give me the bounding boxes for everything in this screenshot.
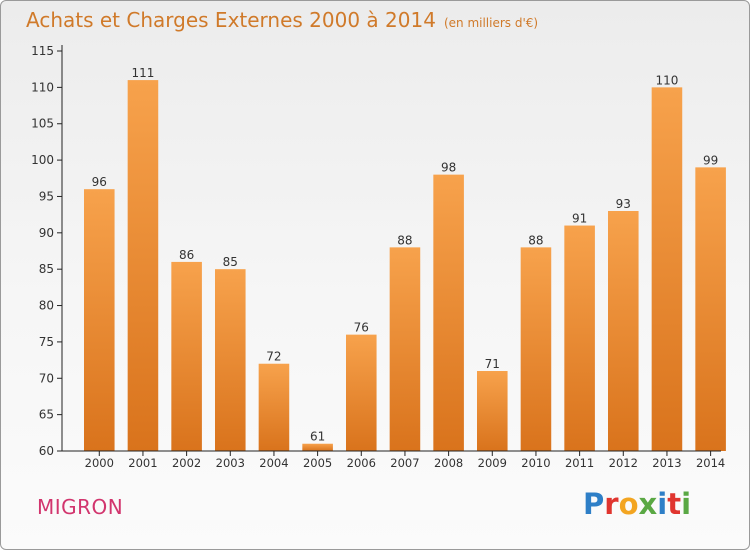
logo-letter: i bbox=[681, 487, 692, 521]
bar bbox=[695, 167, 726, 451]
bar bbox=[84, 189, 115, 451]
data-label: 71 bbox=[485, 357, 500, 371]
commune-name: MIGRON bbox=[37, 495, 124, 519]
y-tick-label: 75 bbox=[39, 335, 54, 349]
x-tick-label: 2001 bbox=[128, 456, 157, 470]
bar bbox=[564, 225, 595, 451]
data-label: 61 bbox=[310, 430, 325, 444]
data-label: 98 bbox=[441, 161, 456, 175]
data-label: 93 bbox=[616, 197, 631, 211]
y-tick-label: 110 bbox=[31, 80, 54, 94]
x-axis: 2000 2001 2002 2003 2004 2005 2006 2007 2008 2009… bbox=[62, 450, 725, 470]
x-tick-label: 2012 bbox=[609, 456, 638, 470]
bar bbox=[215, 269, 246, 451]
bar bbox=[171, 261, 202, 451]
bar bbox=[520, 247, 552, 451]
x-tick-label: 2011 bbox=[565, 456, 594, 470]
bar bbox=[608, 211, 639, 451]
data-label: 91 bbox=[572, 212, 587, 226]
x-tick-label: 2000 bbox=[85, 456, 114, 470]
chart-title: Achats et Charges Externes 2000 à 2014 (e… bbox=[26, 8, 538, 32]
y-tick-label: 90 bbox=[39, 226, 54, 240]
logo-letter: r bbox=[604, 487, 619, 521]
bar bbox=[346, 334, 377, 451]
chart-subtitle: (en milliers d'€) bbox=[443, 16, 539, 30]
bars: 96 111 86 85 72 61 76 88 98 71 88 91 93 110 99 bbox=[84, 66, 726, 452]
chart-title-text: Achats et Charges Externes 2000 à 2014 bbox=[26, 8, 436, 32]
logo-letter: t bbox=[667, 487, 682, 521]
data-label: 76 bbox=[354, 321, 369, 335]
x-tick-label: 2013 bbox=[652, 456, 681, 470]
data-label: 99 bbox=[703, 153, 718, 167]
logo-letter: o bbox=[618, 487, 639, 521]
x-tick-label: 2006 bbox=[347, 456, 376, 470]
bar bbox=[433, 174, 464, 452]
x-tick-label: 2005 bbox=[303, 456, 332, 470]
data-label: 111 bbox=[131, 66, 154, 80]
x-tick-label: 2008 bbox=[434, 456, 463, 470]
proxiti-logo: Proxiti bbox=[583, 487, 691, 521]
data-label: 86 bbox=[179, 248, 194, 262]
data-label: 110 bbox=[655, 73, 678, 87]
x-tick-label: 2002 bbox=[172, 456, 201, 470]
x-tick-label: 2003 bbox=[216, 456, 245, 470]
logo-letter: i bbox=[657, 487, 668, 521]
data-label: 85 bbox=[223, 255, 238, 269]
x-tick-label: 2007 bbox=[390, 456, 419, 470]
x-tick-label: 2014 bbox=[696, 456, 725, 470]
y-tick-label: 70 bbox=[39, 371, 54, 385]
y-tick-label: 65 bbox=[39, 408, 54, 422]
data-label: 72 bbox=[266, 350, 281, 364]
y-axis: 60 65 70 75 80 85 90 95 100 105 110 115 bbox=[31, 44, 63, 458]
logo-letter: P bbox=[583, 487, 605, 521]
y-tick-label: 115 bbox=[31, 44, 54, 58]
y-tick-label: 100 bbox=[31, 153, 54, 167]
bar bbox=[651, 87, 683, 451]
y-tick-label: 95 bbox=[39, 189, 54, 203]
data-label: 88 bbox=[397, 233, 412, 247]
y-tick-label: 105 bbox=[31, 117, 54, 131]
y-tick-label: 85 bbox=[39, 262, 54, 276]
logo-letter: x bbox=[638, 487, 658, 521]
y-tick-label: 60 bbox=[39, 444, 54, 458]
bar bbox=[477, 371, 508, 451]
x-tick-label: 2004 bbox=[259, 456, 288, 470]
data-label: 96 bbox=[92, 175, 107, 189]
y-tick-label: 80 bbox=[39, 299, 54, 313]
bar bbox=[389, 247, 421, 451]
data-label: 88 bbox=[528, 233, 543, 247]
x-tick-label: 2010 bbox=[521, 456, 550, 470]
bar bbox=[127, 80, 159, 451]
x-tick-label: 2009 bbox=[478, 456, 507, 470]
bar bbox=[258, 363, 290, 451]
bar bbox=[302, 443, 333, 451]
